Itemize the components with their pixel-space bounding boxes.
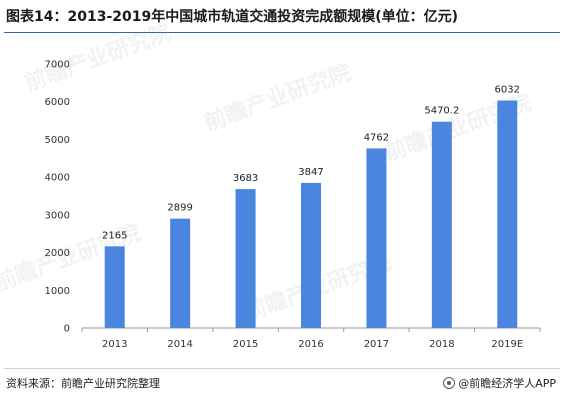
x-tick-label: 2014 <box>167 339 192 350</box>
wechat-icon <box>443 377 456 389</box>
y-tick-label: 5000 <box>45 135 70 146</box>
brand-label: @前瞻经济学人APP <box>458 377 556 390</box>
x-tick-label: 2016 <box>298 339 323 350</box>
y-tick-label: 3000 <box>45 210 70 221</box>
bar <box>235 189 256 328</box>
title-divider <box>4 32 560 33</box>
bar <box>431 121 452 328</box>
x-tick-label: 2019E <box>491 339 523 350</box>
bar <box>301 182 321 328</box>
footer-divider <box>4 368 560 369</box>
data-label: 3683 <box>233 173 258 184</box>
source-note: 资料来源：前瞻产业研究院整理 <box>6 377 160 390</box>
data-label: 3847 <box>298 167 323 178</box>
chart-title: 图表14：2013-2019年中国城市轨道交通投资完成额规模(单位：亿元) <box>6 9 459 25</box>
data-label: 2899 <box>167 203 192 214</box>
bar <box>104 246 125 328</box>
bar <box>366 148 387 328</box>
y-tick-label: 1000 <box>45 286 70 297</box>
y-tick-label: 6000 <box>45 97 70 108</box>
x-tick-label: 2013 <box>102 339 127 350</box>
x-tick-label: 2018 <box>429 339 454 350</box>
x-tick-label: 2017 <box>364 339 389 350</box>
brand-tag: @前瞻经济学人APP <box>443 375 556 391</box>
data-label: 6032 <box>495 85 520 96</box>
data-label: 2165 <box>102 230 127 241</box>
y-tick-label: 0 <box>64 324 70 335</box>
bar <box>497 100 518 328</box>
x-tick-label: 2015 <box>233 339 258 350</box>
y-tick-label: 2000 <box>45 248 70 259</box>
data-label: 4762 <box>364 132 389 143</box>
bar-chart: 0 1000 2000 3000 4000 5000 6000 7000 2165 2013 289… <box>45 60 541 350</box>
data-label: 5470.2 <box>424 106 459 117</box>
bar <box>170 218 191 328</box>
y-tick-label: 7000 <box>45 60 70 71</box>
y-tick-label: 4000 <box>45 173 70 184</box>
